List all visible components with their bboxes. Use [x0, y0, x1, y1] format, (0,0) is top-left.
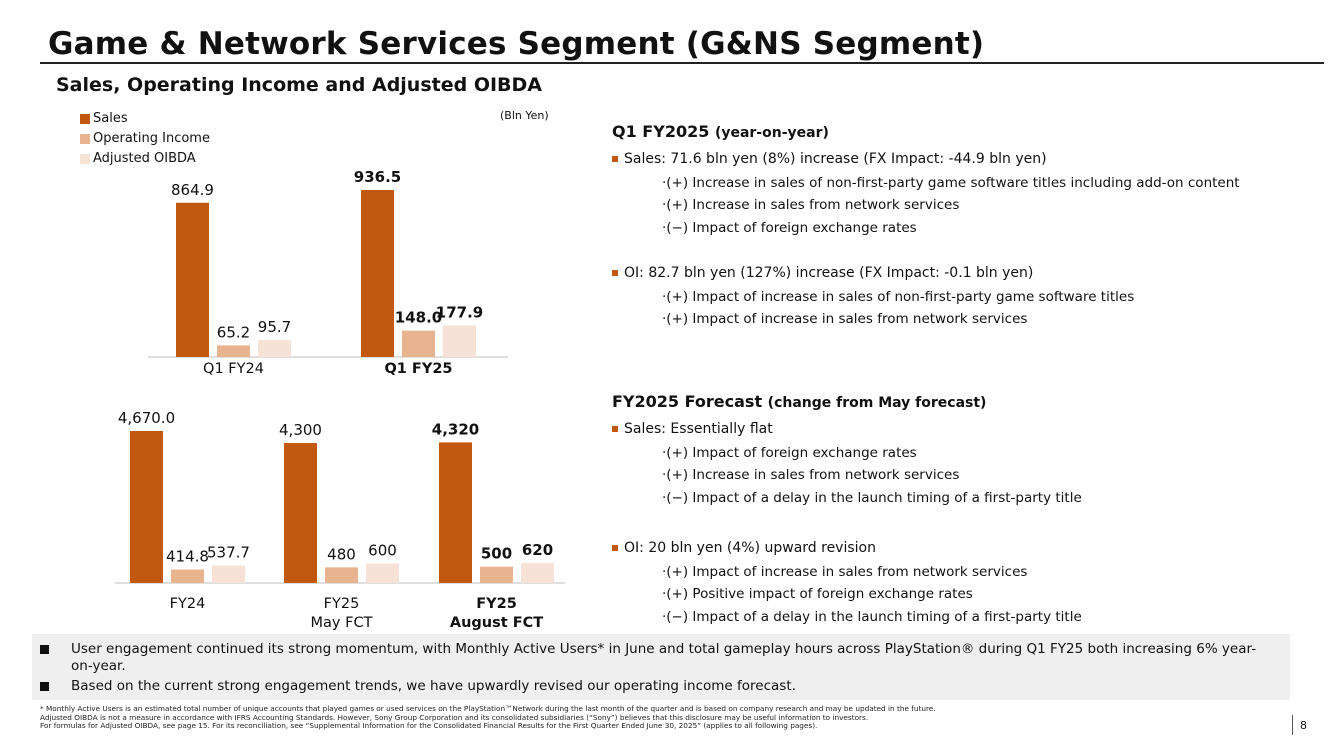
forecast-heading: FY2025 Forecast (change from May forecas…: [612, 392, 986, 411]
highlight-text: User engagement continued its strong mom…: [71, 641, 1257, 674]
category-label-fy25-august-fct: August FCT: [450, 615, 543, 631]
section-subtitle: Sales, Operating Income and Adjusted OIB…: [56, 74, 543, 96]
data-label-operating-income-fy25-may-fct: 480: [327, 545, 356, 563]
q1-heading: Q1 FY2025 (year-on-year): [612, 122, 829, 141]
data-label-sales-fy24: 4,670.0: [118, 409, 175, 427]
forecast-oi-point: ·(−) Impact of a delay in the launch tim…: [662, 609, 1082, 625]
bullet-square-icon: [612, 545, 618, 551]
bullet-square-icon: [612, 426, 618, 432]
data-label-sales-fy25-may-fct: 4,300: [279, 421, 322, 439]
bar-adjusted-oibda-q1-fy25: [443, 325, 476, 357]
bullet-square-icon: [40, 645, 49, 654]
forecast-oi-point: ·(+) Impact of increase in sales from ne…: [662, 564, 1028, 580]
footnote-line: For formulas for Adjusted OIBDA, see pag…: [40, 721, 818, 731]
data-label-sales-q1-fy25: 936.5: [354, 168, 401, 186]
q1-sales-point: ·(−) Impact of foreign exchange rates: [662, 220, 917, 236]
category-label-q1-fy25: Q1 FY25: [384, 361, 452, 377]
category-label-fy25-august-fct: FY25: [476, 596, 517, 612]
category-label-fy25-may-fct: May FCT: [311, 615, 373, 631]
q1-oi-bullet: OI: 82.7 bln yen (127%) increase (FX Imp…: [612, 265, 1033, 281]
footnote-line: Adjusted OIBDA is not a measure in accor…: [40, 712, 869, 722]
chart-legend: Sales Operating Income Adjusted OIBDA: [80, 109, 210, 169]
legend-item-adjusted-oibda: Adjusted OIBDA: [80, 149, 210, 169]
q1-oi-point: ·(+) Impact of increase in sales from ne…: [662, 311, 1028, 327]
bar-operating-income-q1-fy24: [217, 345, 250, 357]
page-number-divider: [1292, 715, 1293, 735]
category-label-fy25-may-fct: FY25: [324, 596, 360, 612]
highlight-bullet: Based on the current strong engagement t…: [40, 678, 796, 695]
unit-label: (Bln Yen): [500, 109, 549, 122]
bar-operating-income-q1-fy25: [402, 330, 435, 357]
bullet-square-icon: [612, 156, 618, 162]
legend-item-sales: Sales: [80, 109, 210, 129]
data-label-adjusted-oibda-fy25-may-fct: 600: [368, 541, 397, 559]
bar-sales-fy24: [130, 431, 163, 583]
bullet-square-icon: [40, 682, 49, 691]
data-label-adjusted-oibda-fy25-august-fct: 620: [522, 541, 553, 559]
forecast-oi-bullet: OI: 20 bln yen (4%) upward revision: [612, 540, 876, 556]
forecast-sales-point: ·(+) Impact of foreign exchange rates: [662, 445, 917, 461]
bar-sales-q1-fy25: [361, 190, 394, 357]
forecast-sales-point: ·(+) Increase in sales from network serv…: [662, 467, 960, 483]
page-title: Game & Network Services Segment (G&NS Se…: [48, 26, 985, 62]
bullet-square-icon: [612, 270, 618, 276]
forecast-heading-title: FY2025 Forecast: [612, 392, 763, 411]
q1-sales-bullet: Sales: 71.6 bln yen (8%) increase (FX Im…: [612, 151, 1047, 167]
legend-label-operating-income: Operating Income: [93, 131, 210, 146]
forecast-sales-text: Sales: Essentially flat: [624, 421, 773, 437]
forecast-heading-note: (change from May forecast): [767, 395, 987, 411]
legend-label-sales: Sales: [93, 111, 128, 126]
legend-swatch-adjusted-oibda: [80, 154, 90, 164]
forecast-sales-bullet: Sales: Essentially flat: [612, 421, 773, 437]
q1-heading-note: (year-on-year): [714, 125, 829, 141]
legend-swatch-sales: [80, 114, 90, 124]
bar-sales-fy25-may-fct: [284, 443, 317, 583]
category-label-fy24: FY24: [170, 596, 206, 612]
bar-sales-q1-fy24: [176, 202, 209, 357]
forecast-sales-point: ·(−) Impact of a delay in the launch tim…: [662, 490, 1082, 506]
q1-sales-point: ·(+) Increase in sales of non-first-part…: [662, 175, 1240, 191]
data-label-sales-q1-fy24: 864.9: [171, 181, 214, 199]
data-label-operating-income-q1-fy24: 65.2: [217, 323, 250, 341]
legend-item-operating-income: Operating Income: [80, 129, 210, 149]
highlight-bullet: User engagement continued its strong mom…: [40, 641, 1271, 675]
q1-sales-text: Sales: 71.6 bln yen (8%) increase (FX Im…: [624, 151, 1047, 167]
data-label-adjusted-oibda-fy24: 537.7: [207, 543, 250, 561]
title-divider: [40, 62, 1324, 64]
bar-adjusted-oibda-fy25-august-fct: [521, 562, 554, 583]
data-label-adjusted-oibda-q1-fy25: 177.9: [436, 303, 483, 321]
legend-label-adjusted-oibda: Adjusted OIBDA: [93, 151, 196, 166]
highlights-box: User engagement continued its strong mom…: [32, 634, 1290, 700]
page-number: 8: [1300, 719, 1307, 732]
q1-oi-point: ·(+) Impact of increase in sales of non-…: [662, 289, 1135, 305]
bar-adjusted-oibda-q1-fy24: [258, 339, 291, 357]
bar-sales-fy25-august-fct: [439, 442, 472, 583]
q1-heading-title: Q1 FY2025: [612, 122, 710, 141]
bar-operating-income-fy25-may-fct: [325, 567, 358, 583]
data-label-operating-income-q1-fy25: 148.0: [395, 309, 442, 327]
data-label-adjusted-oibda-q1-fy24: 95.7: [258, 318, 291, 336]
legend-swatch-operating-income: [80, 134, 90, 144]
footnote-line: * Monthly Active Users is an estimated t…: [40, 704, 936, 713]
data-label-sales-fy25-august-fct: 4,320: [432, 420, 479, 438]
data-label-operating-income-fy24: 414.8: [166, 547, 209, 565]
footnotes: * Monthly Active Users is an estimated t…: [40, 704, 936, 731]
highlight-text: Based on the current strong engagement t…: [71, 678, 796, 694]
category-label-q1-fy24: Q1 FY24: [203, 361, 264, 377]
bar-adjusted-oibda-fy24: [212, 565, 245, 583]
data-label-operating-income-fy25-august-fct: 500: [481, 545, 512, 563]
forecast-oi-text: OI: 20 bln yen (4%) upward revision: [624, 540, 876, 556]
q1-oi-text: OI: 82.7 bln yen (127%) increase (FX Imp…: [624, 265, 1034, 281]
forecast-oi-point: ·(+) Positive impact of foreign exchange…: [662, 586, 973, 602]
bar-operating-income-fy25-august-fct: [480, 566, 513, 583]
bar-adjusted-oibda-fy25-may-fct: [366, 563, 399, 583]
bar-operating-income-fy24: [171, 569, 204, 583]
q1-sales-point: ·(+) Increase in sales from network serv…: [662, 197, 960, 213]
